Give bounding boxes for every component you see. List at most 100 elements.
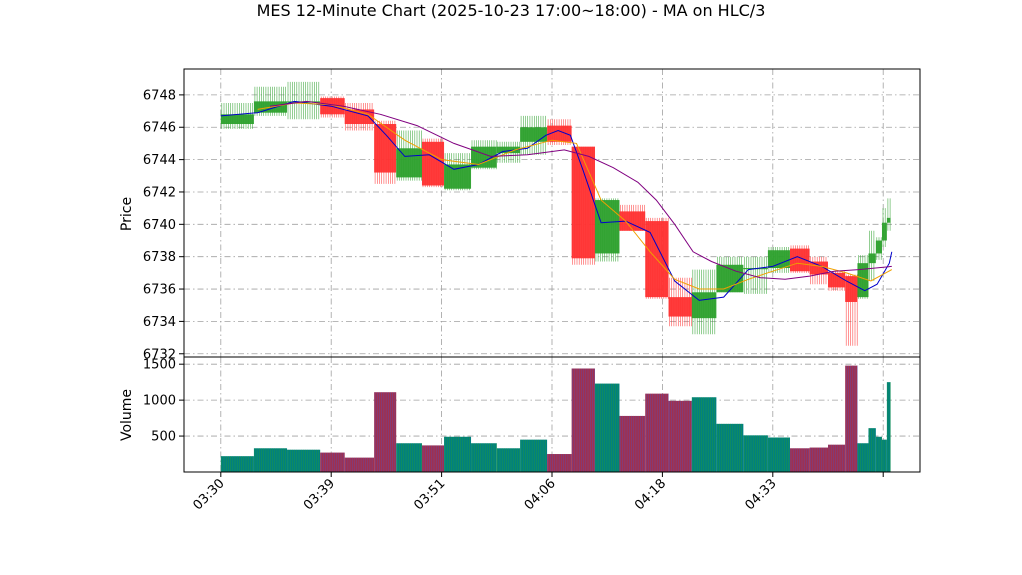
candle xyxy=(828,271,846,291)
volume-bar xyxy=(471,443,497,472)
volume-bar-hatch xyxy=(869,428,875,472)
volume-bar xyxy=(374,392,397,472)
volume-tick-label: 500 xyxy=(151,430,176,445)
x-tick-label: 04:33 xyxy=(743,476,780,513)
candle xyxy=(868,230,876,281)
price-axis-label: Price xyxy=(119,197,135,231)
volume-bar xyxy=(320,452,345,472)
volume-bar xyxy=(668,400,692,472)
candle-body xyxy=(594,200,620,254)
ma-line-2 xyxy=(257,102,893,290)
volume-bar-hatch xyxy=(810,447,827,472)
candle xyxy=(396,130,422,181)
chart-title: MES 12-Minute Chart (2025-10-23 17:00~18… xyxy=(257,1,766,20)
volume-bar xyxy=(809,447,828,472)
volume-bar xyxy=(743,435,768,472)
volume-bar-hatch xyxy=(422,445,444,472)
candle-wick xyxy=(254,86,286,116)
volume-bar-hatch xyxy=(444,436,470,472)
volume-panel: 500 1000 1500 xyxy=(143,356,921,473)
volume-bar-hatch xyxy=(882,439,886,472)
candle xyxy=(886,198,891,231)
candle-body xyxy=(619,211,646,231)
volume-bar xyxy=(444,436,472,472)
volume-bar-hatch xyxy=(320,452,344,472)
volume-bar xyxy=(716,423,744,472)
volume-bar-hatch xyxy=(887,382,891,472)
candle-body xyxy=(220,114,254,125)
ma-line-3 xyxy=(269,100,892,280)
candle xyxy=(767,247,790,273)
price-tick-label: 6736 xyxy=(143,283,176,298)
volume-bar xyxy=(886,382,891,472)
candle-body xyxy=(809,261,828,275)
volume-bar-fill xyxy=(471,443,497,472)
volume-bar xyxy=(845,365,858,472)
candle-body xyxy=(668,297,692,317)
candle-body xyxy=(767,250,790,269)
volume-bar xyxy=(520,439,548,472)
volume-bar-fill xyxy=(396,443,422,472)
candle xyxy=(691,269,717,335)
candle xyxy=(619,204,646,231)
candle-body xyxy=(845,276,858,302)
candle xyxy=(344,103,375,131)
volume-bar-fill xyxy=(881,439,887,472)
volume-bar-hatch xyxy=(744,435,767,472)
volume-bar-hatch xyxy=(396,443,422,472)
candle xyxy=(875,237,882,260)
volume-bar-hatch xyxy=(497,448,521,472)
volume-bar xyxy=(868,428,876,472)
x-tick-label: 04:18 xyxy=(632,476,669,513)
candle-body xyxy=(828,272,846,288)
volume-bar-fill xyxy=(716,423,744,472)
x-tick-label: 04:06 xyxy=(522,476,559,513)
volume-bar-fill xyxy=(645,393,669,472)
candle-body xyxy=(868,253,876,264)
volume-bar xyxy=(875,436,882,472)
volume-bar-hatch xyxy=(828,444,845,472)
candle xyxy=(881,208,887,247)
candle-body xyxy=(344,109,375,125)
volume-bar-hatch xyxy=(858,443,868,472)
volume-bar-hatch xyxy=(374,392,396,472)
candle xyxy=(645,217,669,299)
volume-bar-hatch xyxy=(645,393,669,472)
volume-bar-hatch xyxy=(768,437,789,472)
volume-bar xyxy=(645,393,669,472)
candle xyxy=(421,138,445,188)
x-tick-label: 03:51 xyxy=(411,476,448,513)
candle-body xyxy=(421,141,445,186)
candle xyxy=(716,256,744,293)
x-axis: 03:30 03:39 03:51 04:06 04:18 04:33 xyxy=(191,472,884,513)
volume-bar-hatch xyxy=(595,383,619,472)
volume-bar-hatch xyxy=(620,415,645,472)
volume-bar-fill xyxy=(619,415,646,472)
volume-bar xyxy=(421,445,445,472)
candle-body xyxy=(396,148,422,178)
volume-bar-hatch xyxy=(471,443,497,472)
volume-bar-fill xyxy=(594,383,620,472)
volume-bar-hatch xyxy=(876,436,882,472)
candle-body xyxy=(886,217,891,223)
price-tick-label: 6744 xyxy=(143,153,176,168)
candle-body xyxy=(881,222,887,241)
volume-bar xyxy=(287,449,321,472)
volume-bar xyxy=(344,457,375,472)
volume-bar-fill xyxy=(444,436,472,472)
volume-bar-hatch xyxy=(254,448,286,472)
volume-bar xyxy=(594,383,620,472)
volume-bar-fill xyxy=(886,382,891,472)
volume-bar-hatch xyxy=(547,454,571,472)
price-tick-label: 6748 xyxy=(143,88,176,103)
volume-bar xyxy=(496,448,521,472)
volume-bar-hatch xyxy=(345,457,373,472)
x-tick-label: 03:39 xyxy=(301,476,338,513)
candle-wick xyxy=(887,198,891,231)
price-tick-label: 6734 xyxy=(143,315,176,330)
candle xyxy=(571,146,595,265)
volume-bar xyxy=(547,454,572,472)
price-panel: 6732 6734 6736 6738 6740 6742 6744 6746 6748 xyxy=(143,68,921,362)
x-tick-label: 03:30 xyxy=(191,476,228,513)
volume-bar xyxy=(396,443,422,472)
